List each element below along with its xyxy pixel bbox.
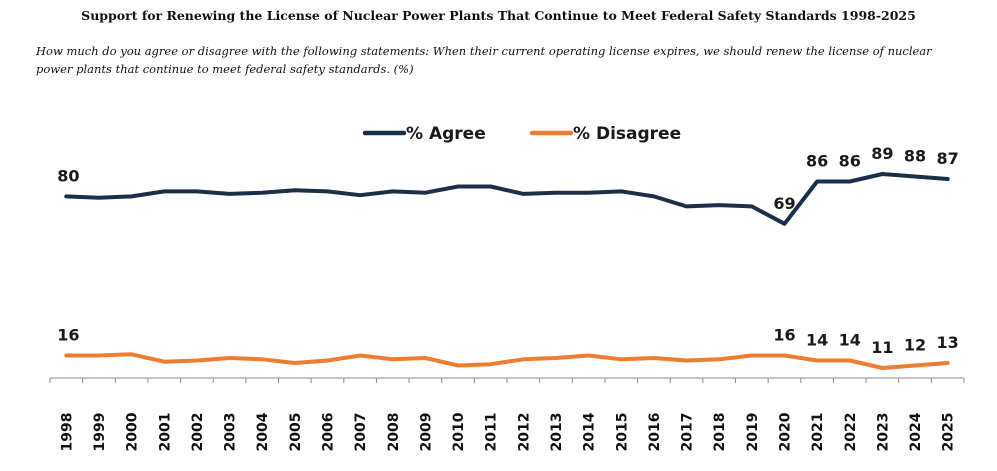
chart-title: Support for Renewing the License of Nucl… (81, 8, 916, 23)
legend: % Agree % Disagree (362, 124, 681, 144)
data-label-disagree: 13 (937, 333, 959, 352)
series-line-disagree (64, 352, 950, 370)
x-tick-label: 2021 (810, 413, 826, 452)
data-labels: 80 69 86 86 89 88 87 16 16 14 14 11 12 13 (57, 144, 959, 357)
data-label-disagree: 11 (871, 338, 893, 357)
data-label-agree: 87 (937, 149, 959, 168)
x-tick-label: 2015 (614, 413, 630, 452)
data-label-agree: 86 (806, 152, 828, 171)
x-tick-label: 2011 (484, 413, 500, 452)
x-tick-label: 2019 (745, 413, 761, 452)
data-label-disagree: 12 (904, 335, 926, 354)
data-label-agree: 80 (57, 166, 79, 185)
series-line-agree (64, 172, 950, 226)
data-label-agree: 69 (773, 194, 795, 213)
x-tick-label: 2018 (712, 413, 728, 452)
x-tick-label: 2002 (190, 413, 206, 452)
data-label-disagree: 14 (839, 330, 861, 349)
data-label-disagree: 16 (57, 326, 79, 345)
x-tick-label: 2009 (418, 413, 434, 452)
x-tick-label: 2023 (875, 413, 891, 452)
x-tick-label: 2017 (680, 413, 696, 452)
legend-label-agree: % Agree (406, 124, 486, 144)
x-tick-label: 2001 (157, 413, 173, 452)
x-tick-label: 2013 (549, 413, 565, 452)
data-label-agree: 88 (904, 147, 926, 166)
x-tick-label: 2004 (255, 412, 271, 451)
x-tick-label: 2014 (582, 412, 598, 451)
x-axis-labels: 1998 1999 2000 2001 2002 2003 2004 2005 2006 2007… (59, 412, 956, 451)
x-tick-label: 2012 (516, 413, 532, 452)
x-tick-label: 1998 (59, 413, 75, 452)
x-tick-label: 1999 (92, 413, 108, 452)
x-tick-label: 2010 (451, 412, 467, 451)
x-tick-label: 2016 (647, 413, 663, 452)
x-tick-label: 2020 (777, 412, 793, 451)
chart-subtitle: How much do you agree or disagree with t… (36, 44, 932, 76)
x-tick-label: 2008 (386, 413, 402, 452)
x-tick-label: 2006 (320, 413, 336, 452)
data-label-disagree: 14 (806, 330, 828, 349)
legend-label-disagree: % Disagree (573, 124, 681, 144)
x-tick-label: 2022 (843, 413, 859, 452)
x-tick-label: 2025 (941, 413, 957, 452)
x-tick-label: 2005 (288, 413, 304, 452)
series-layer (64, 172, 950, 370)
x-axis-ticks (49, 378, 965, 383)
x-tick-label: 2000 (125, 412, 141, 451)
x-tick-label: 2007 (353, 413, 369, 452)
x-tick-label: 2024 (908, 412, 924, 451)
data-label-disagree: 16 (773, 326, 795, 345)
data-label-agree: 89 (871, 144, 893, 163)
data-label-agree: 86 (839, 152, 861, 171)
x-tick-label: 2003 (223, 413, 239, 452)
